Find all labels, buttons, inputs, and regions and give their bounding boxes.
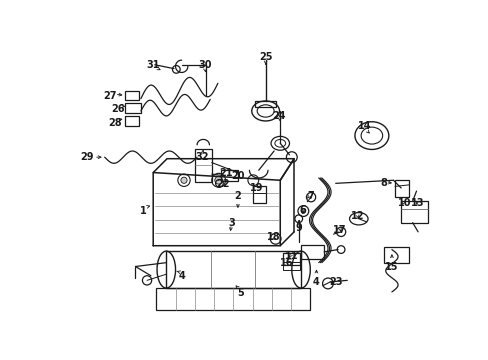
Bar — [384, 247, 408, 263]
Text: 29: 29 — [80, 152, 94, 162]
Text: 10: 10 — [397, 198, 410, 208]
Bar — [125, 91, 139, 100]
Text: 6: 6 — [299, 204, 305, 215]
Bar — [282, 262, 299, 270]
Text: 2: 2 — [234, 191, 241, 201]
Text: 28: 28 — [108, 117, 122, 127]
Text: 16: 16 — [279, 258, 293, 267]
Text: 30: 30 — [198, 60, 211, 70]
Text: 21: 21 — [219, 167, 233, 177]
Bar — [282, 253, 299, 265]
Text: 4: 4 — [312, 277, 319, 287]
Bar — [221, 170, 238, 181]
Circle shape — [301, 209, 305, 213]
Text: 1: 1 — [140, 206, 146, 216]
Text: 25: 25 — [258, 52, 272, 62]
Bar — [400, 201, 427, 222]
Text: 31: 31 — [146, 60, 160, 70]
Text: 7: 7 — [307, 191, 314, 201]
Text: 22: 22 — [215, 179, 229, 189]
Bar — [125, 116, 139, 126]
Bar — [301, 245, 324, 259]
Text: 24: 24 — [272, 111, 285, 121]
Text: 14: 14 — [358, 121, 371, 131]
Text: 18: 18 — [267, 232, 280, 242]
Circle shape — [181, 177, 187, 183]
Circle shape — [214, 176, 222, 184]
Text: 8: 8 — [380, 178, 387, 188]
Text: 27: 27 — [103, 91, 117, 100]
Text: 12: 12 — [350, 211, 363, 221]
Text: 20: 20 — [231, 171, 244, 181]
Text: 3: 3 — [228, 217, 235, 228]
Text: 26: 26 — [111, 104, 124, 114]
Text: 11: 11 — [285, 252, 298, 261]
Bar — [156, 288, 310, 310]
Bar — [254, 101, 276, 107]
Bar — [253, 186, 265, 203]
Text: 15: 15 — [385, 261, 398, 271]
Bar — [394, 180, 408, 197]
Bar — [166, 251, 301, 288]
Text: 32: 32 — [195, 152, 209, 162]
Text: 9: 9 — [295, 223, 302, 233]
Text: 5: 5 — [237, 288, 244, 298]
Text: 17: 17 — [332, 225, 346, 235]
Text: 4: 4 — [178, 271, 184, 281]
Bar — [125, 103, 141, 113]
Text: 13: 13 — [410, 198, 423, 208]
Text: 19: 19 — [250, 183, 264, 193]
Bar — [194, 149, 211, 182]
Text: 23: 23 — [328, 277, 342, 287]
